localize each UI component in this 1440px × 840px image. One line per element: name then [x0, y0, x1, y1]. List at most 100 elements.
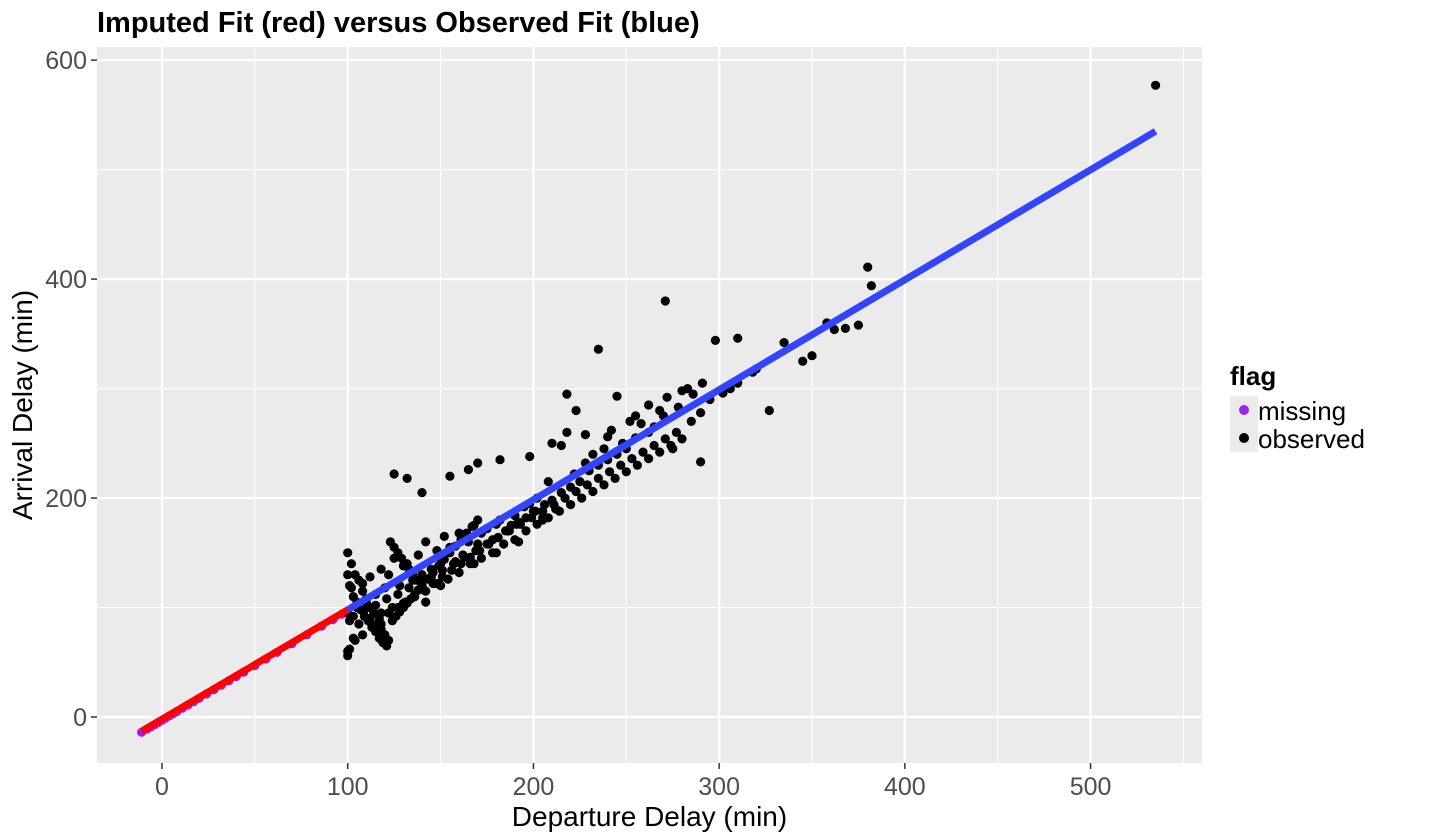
point-observed [649, 440, 659, 451]
point-observed [560, 493, 570, 503]
point-observed [588, 486, 598, 497]
x-tick-label: 0 [155, 773, 169, 801]
point-observed [1151, 80, 1161, 90]
point-observed [473, 458, 483, 468]
point-observed [465, 552, 475, 562]
point-observed [571, 486, 581, 497]
point-observed [491, 548, 501, 558]
point-observed [577, 493, 587, 503]
point-observed [428, 567, 438, 578]
point-observed [410, 592, 420, 602]
point-observed [593, 473, 604, 483]
y-tick-label: 400 [45, 266, 87, 294]
point-observed [389, 469, 399, 479]
point-observed [493, 532, 503, 543]
point-observed [540, 500, 550, 510]
point-observed [437, 572, 447, 582]
fit-line-imputed [139, 606, 350, 735]
point-observed [467, 521, 477, 532]
point-observed [499, 539, 509, 549]
point-observed [374, 613, 384, 624]
point-observed [616, 460, 626, 470]
point-observed [404, 583, 414, 593]
point-observed [547, 438, 557, 448]
point-observed [530, 506, 540, 516]
point-observed [417, 488, 427, 498]
point-observed [384, 608, 394, 618]
minor-grid [97, 47, 1202, 763]
point-observed [627, 454, 637, 464]
point-observed [733, 333, 743, 343]
point-observed [345, 644, 355, 654]
point-observed [473, 515, 483, 525]
y-tick-label: 200 [45, 485, 87, 513]
x-tick-label: 100 [327, 773, 369, 801]
point-observed [554, 506, 565, 516]
point-observed [521, 513, 531, 523]
legend-marker-missing [1239, 405, 1249, 415]
point-observed [549, 500, 559, 510]
point-observed [348, 611, 358, 621]
point-observed [484, 539, 494, 549]
point-observed [521, 526, 531, 536]
point-observed [655, 405, 665, 416]
point-observed [588, 449, 598, 459]
point-observed [348, 633, 358, 643]
point-observed [863, 262, 873, 272]
point-observed [402, 473, 412, 483]
x-tick-label: 300 [698, 773, 740, 801]
point-observed [439, 531, 449, 542]
point-observed [365, 572, 375, 582]
point-observed [525, 451, 535, 462]
point-observed [593, 344, 604, 354]
point-observed [454, 567, 464, 578]
point-observed [644, 400, 654, 410]
point-observed [580, 430, 591, 440]
point-observed [382, 594, 392, 604]
point-observed [346, 559, 356, 569]
point-observed [434, 561, 444, 571]
point-observed [358, 586, 368, 596]
point-observed [632, 460, 643, 470]
y-tick-label: 0 [73, 704, 87, 732]
legend-marker-observed [1239, 433, 1249, 443]
point-observed [512, 519, 522, 529]
point-observed [779, 338, 789, 348]
point-observed [495, 455, 505, 465]
point-observed [358, 630, 368, 640]
point-observed [866, 281, 877, 291]
point-observed [556, 440, 566, 451]
point-observed [582, 480, 592, 490]
point-observed [605, 467, 615, 477]
point-observed [343, 548, 353, 558]
point-observed [376, 564, 386, 574]
y-tick-label: 600 [45, 47, 87, 75]
x-axis-ticks: 0 100 200 300 400 500 [155, 763, 1111, 801]
point-observed [421, 537, 431, 547]
x-axis-title: Departure Delay (min) [512, 801, 787, 832]
point-observed [807, 351, 817, 361]
major-grid [97, 47, 1202, 763]
point-observed [686, 416, 696, 426]
legend-title: flag [1230, 361, 1276, 391]
point-observed [764, 405, 774, 416]
point-observed [382, 641, 392, 651]
point-observed [575, 477, 585, 487]
point-observed [354, 619, 364, 629]
point-observed [456, 559, 466, 569]
y-axis-title: Arrival Delay (min) [7, 290, 38, 520]
point-observed [697, 378, 708, 388]
point-observed [621, 467, 631, 477]
x-tick-label: 400 [884, 773, 926, 801]
point-observed [840, 323, 851, 333]
point-observed [476, 553, 486, 563]
point-observed [566, 500, 576, 510]
point-observed [644, 454, 654, 464]
point-observed [655, 447, 665, 457]
x-tick-label: 500 [1070, 773, 1112, 801]
point-observed [660, 434, 670, 444]
